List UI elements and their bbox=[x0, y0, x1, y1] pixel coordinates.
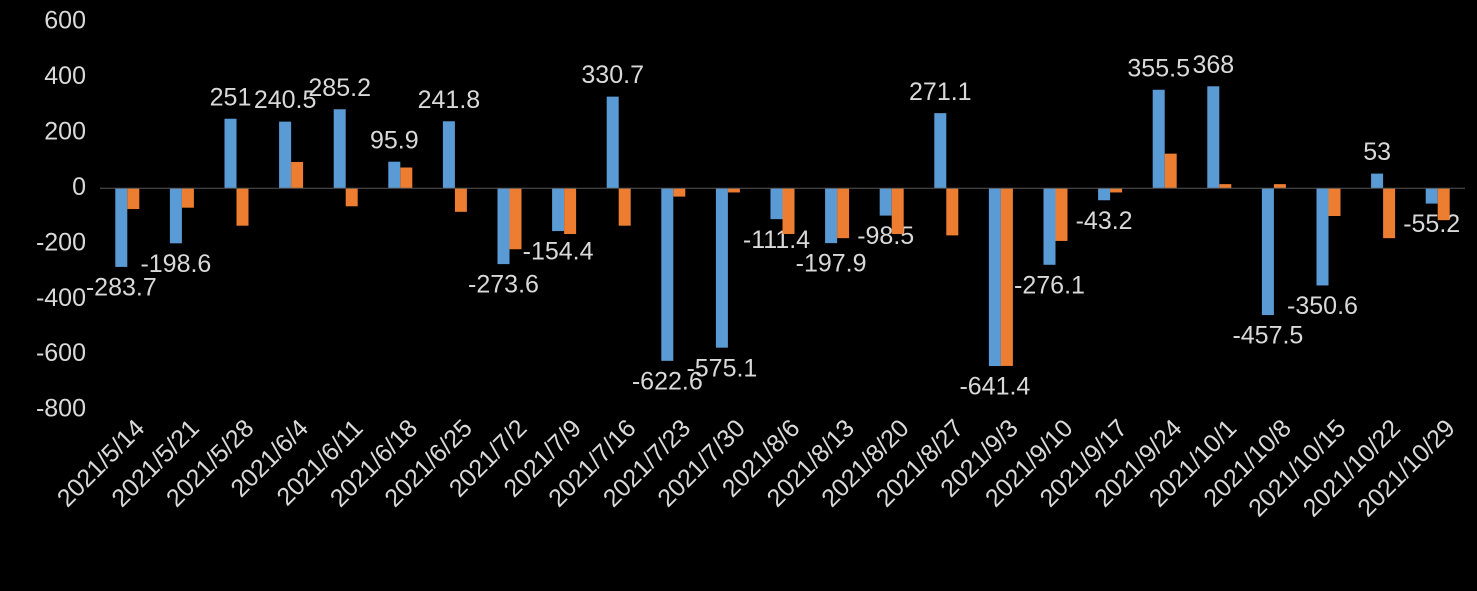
bar bbox=[1207, 86, 1220, 189]
bar bbox=[1098, 188, 1111, 201]
bar bbox=[454, 188, 467, 212]
bar bbox=[1043, 188, 1056, 265]
bar bbox=[1261, 188, 1274, 316]
bar bbox=[181, 188, 194, 208]
data-label: 271.1 bbox=[909, 78, 972, 106]
data-label: -43.2 bbox=[1076, 207, 1133, 235]
data-label: -283.7 bbox=[86, 274, 157, 302]
y-tick-label: -800 bbox=[36, 395, 86, 423]
data-label: -276.1 bbox=[1014, 271, 1085, 299]
bar bbox=[825, 188, 838, 244]
data-label: -575.1 bbox=[686, 354, 757, 382]
bar bbox=[673, 188, 686, 197]
bar bbox=[1000, 188, 1013, 366]
data-label: -273.6 bbox=[468, 271, 539, 299]
bar bbox=[1328, 188, 1341, 216]
bar bbox=[115, 188, 128, 267]
bar bbox=[236, 188, 249, 226]
bar bbox=[661, 188, 674, 361]
y-tick-label: 400 bbox=[44, 62, 86, 90]
bar bbox=[127, 188, 140, 210]
bar bbox=[1164, 153, 1177, 189]
data-label: 241.8 bbox=[418, 86, 481, 114]
bar bbox=[552, 188, 565, 232]
bar bbox=[879, 188, 892, 216]
bar bbox=[715, 188, 728, 348]
data-label: -198.6 bbox=[140, 250, 211, 278]
data-label: -350.6 bbox=[1287, 292, 1358, 320]
bar bbox=[1055, 188, 1068, 241]
data-label: -641.4 bbox=[959, 373, 1030, 401]
data-label: 53 bbox=[1363, 138, 1391, 166]
bar bbox=[1437, 188, 1450, 221]
data-label: 240.5 bbox=[254, 86, 317, 114]
data-label: -457.5 bbox=[1232, 322, 1303, 350]
data-label: 330.7 bbox=[581, 61, 644, 89]
bar bbox=[224, 118, 237, 189]
y-tick-label: -400 bbox=[36, 284, 86, 312]
data-label: 368 bbox=[1192, 51, 1234, 79]
bar bbox=[934, 113, 947, 189]
data-label: -55.2 bbox=[1403, 210, 1460, 238]
bar bbox=[345, 188, 358, 207]
bar bbox=[1273, 184, 1286, 189]
bar bbox=[837, 188, 850, 239]
bar bbox=[400, 167, 413, 189]
bar bbox=[333, 109, 346, 189]
bar bbox=[988, 188, 1001, 367]
bar bbox=[1152, 89, 1165, 189]
bar bbox=[1371, 173, 1384, 189]
bar bbox=[1383, 188, 1396, 239]
bar bbox=[442, 121, 455, 189]
bar bbox=[770, 188, 783, 220]
y-tick-label: 600 bbox=[44, 7, 86, 35]
bar bbox=[1316, 188, 1329, 286]
bar bbox=[291, 161, 304, 189]
bar bbox=[1110, 188, 1123, 193]
data-label: 251 bbox=[210, 83, 252, 111]
bar bbox=[891, 188, 904, 235]
data-label: 355.5 bbox=[1127, 54, 1190, 82]
y-tick-label: -600 bbox=[36, 339, 86, 367]
bar bbox=[618, 188, 631, 226]
bar bbox=[606, 96, 619, 189]
y-tick-label: 0 bbox=[72, 173, 86, 201]
y-tick-label: 200 bbox=[44, 117, 86, 145]
bar bbox=[279, 121, 292, 189]
bar bbox=[1425, 188, 1438, 204]
data-label: -154.4 bbox=[523, 238, 594, 266]
bar bbox=[388, 161, 401, 189]
data-label: -197.9 bbox=[796, 250, 867, 278]
data-label: 285.2 bbox=[308, 74, 371, 102]
data-label: 95.9 bbox=[370, 126, 419, 154]
bar bbox=[564, 188, 577, 235]
data-label: -111.4 bbox=[743, 226, 810, 254]
bar bbox=[1219, 184, 1232, 189]
bar bbox=[509, 188, 522, 250]
bar bbox=[727, 188, 740, 193]
data-label: -622.6 bbox=[632, 367, 703, 395]
y-tick-label: -200 bbox=[36, 228, 86, 256]
bar bbox=[497, 188, 510, 265]
bar bbox=[946, 188, 959, 236]
bar bbox=[169, 188, 182, 244]
bar bbox=[782, 188, 795, 235]
data-label: -98.5 bbox=[857, 222, 914, 250]
